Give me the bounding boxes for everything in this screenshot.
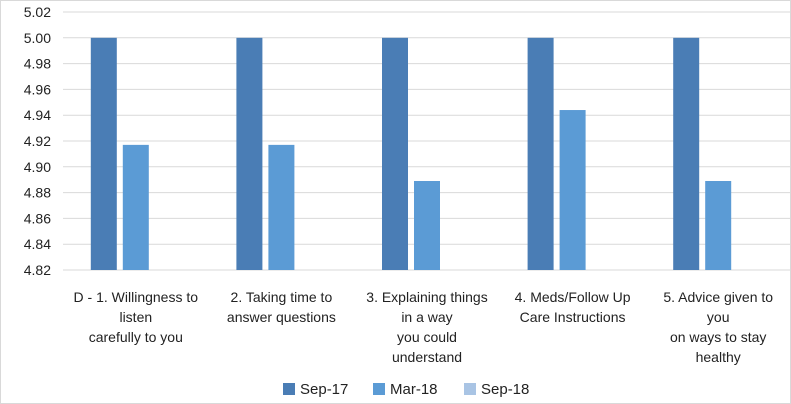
x-category-label: on ways to stay <box>670 329 767 345</box>
y-tick-label: 4.86 <box>24 210 51 226</box>
legend-swatch <box>283 383 295 395</box>
x-category-label: answer questions <box>227 309 336 325</box>
y-tick-label: 4.88 <box>24 185 51 201</box>
bar-mar-18 <box>559 110 586 270</box>
legend-label: Mar-18 <box>390 381 438 398</box>
y-tick-label: 4.98 <box>24 56 51 72</box>
bar-sep-17 <box>673 37 700 270</box>
x-category-label: understand <box>392 349 462 365</box>
y-axis-ticks: 4.82 4.84 4.86 4.88 4.90 4.92 4.94 4.96 4.98 5.00… <box>24 4 51 278</box>
y-tick-label: 5.00 <box>24 30 51 46</box>
bar-sep-17 <box>527 37 554 270</box>
gridlines <box>63 11 791 271</box>
legend: Sep-17 Mar-18 Sep-18 <box>283 381 529 398</box>
bar-sep-17 <box>236 37 263 270</box>
x-category-label: you <box>707 309 730 325</box>
bars <box>90 37 732 270</box>
x-axis-labels: D - 1. Willingness to listen carefully to … <box>74 289 774 365</box>
x-category-label: carefully to you <box>89 329 183 345</box>
legend-label: Sep-18 <box>481 381 529 398</box>
y-tick-label: 4.94 <box>24 107 51 123</box>
x-category-label: Care Instructions <box>520 309 626 325</box>
y-tick-label: 4.92 <box>24 133 51 149</box>
x-category-label: 3. Explaining things <box>366 289 487 305</box>
legend-swatch <box>373 383 385 395</box>
y-tick-label: 4.96 <box>24 81 51 97</box>
bar-sep-17 <box>90 37 117 270</box>
bar-mar-18 <box>122 144 149 270</box>
bar-sep-17 <box>382 37 408 270</box>
y-tick-label: 4.82 <box>24 262 51 278</box>
legend-label: Sep-17 <box>300 381 348 398</box>
legend-swatch <box>464 383 476 395</box>
x-category-label: you could <box>397 329 457 345</box>
bar-mar-18 <box>268 144 295 270</box>
bar-mar-18 <box>705 180 732 270</box>
x-category-label: 4. Meds/Follow Up <box>515 289 631 305</box>
x-category-label: 2. Taking time to <box>231 289 333 305</box>
y-tick-label: 4.90 <box>24 159 51 175</box>
y-tick-label: 5.02 <box>24 4 51 20</box>
bar-mar-18 <box>414 180 440 270</box>
x-category-label: D - 1. Willingness to <box>74 289 199 305</box>
y-tick-label: 4.84 <box>24 236 51 252</box>
x-category-label: 5. Advice given to <box>663 289 773 305</box>
x-category-label: listen <box>119 309 152 325</box>
x-category-label: healthy <box>696 349 741 365</box>
x-category-label: in a way <box>401 309 452 325</box>
